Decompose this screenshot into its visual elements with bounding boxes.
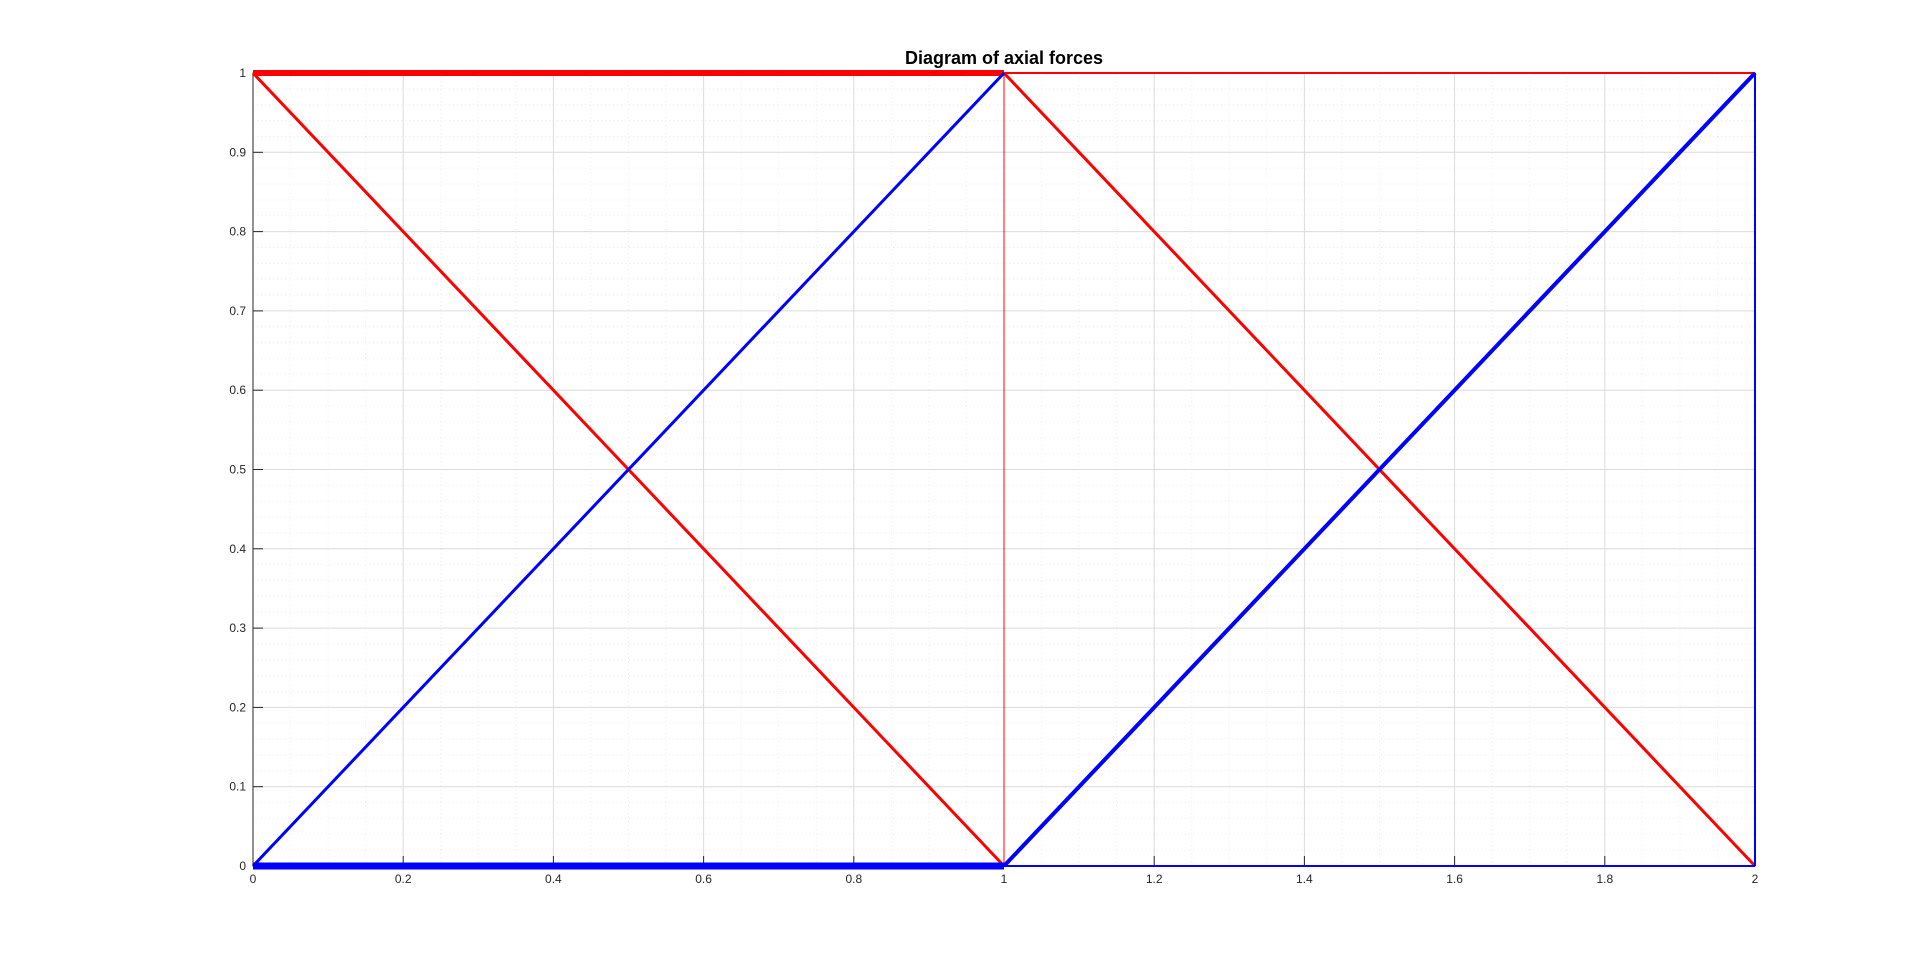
y-tick-label: 0.2 [229,700,246,714]
truss-member-line [251,71,1006,868]
y-tick-label: 0.9 [229,145,246,159]
x-tick-label: 1 [1001,872,1008,886]
x-tick-label: 1.2 [1146,872,1163,886]
x-tick-label: 0.8 [845,872,862,886]
x-tick-label: 0 [250,872,257,886]
x-tick-label: 0.4 [545,872,562,886]
y-tick-label: 0.4 [229,542,246,556]
x-tick-label: 1.4 [1296,872,1313,886]
x-tick-label: 2 [1752,872,1759,886]
x-tick-label: 0.2 [395,872,412,886]
y-tick-label: 0.1 [229,780,246,794]
y-tick-label: 0.6 [229,383,246,397]
y-tick-label: 0.5 [229,463,246,477]
truss-member-line [1002,71,1757,868]
x-axis-tick-labels: 0 0.2 0.4 0.6 0.8 1 1.2 1.4 1.6 1.8 2 [250,872,1759,886]
chart-title: Diagram of axial forces [905,48,1103,68]
y-tick-label: 1 [239,66,246,80]
truss-members [251,70,1757,870]
y-tick-label: 0 [239,859,246,873]
x-tick-label: 0.6 [695,872,712,886]
x-tick-label: 1.6 [1446,872,1463,886]
y-axis-tick-labels: 0 0.1 0.2 0.3 0.4 0.5 0.6 0.7 0.8 0.9 1 [229,66,246,873]
y-tick-label: 0.8 [229,225,246,239]
y-tick-label: 0.7 [229,304,246,318]
x-tick-label: 1.8 [1596,872,1613,886]
y-tick-label: 0.3 [229,621,246,635]
